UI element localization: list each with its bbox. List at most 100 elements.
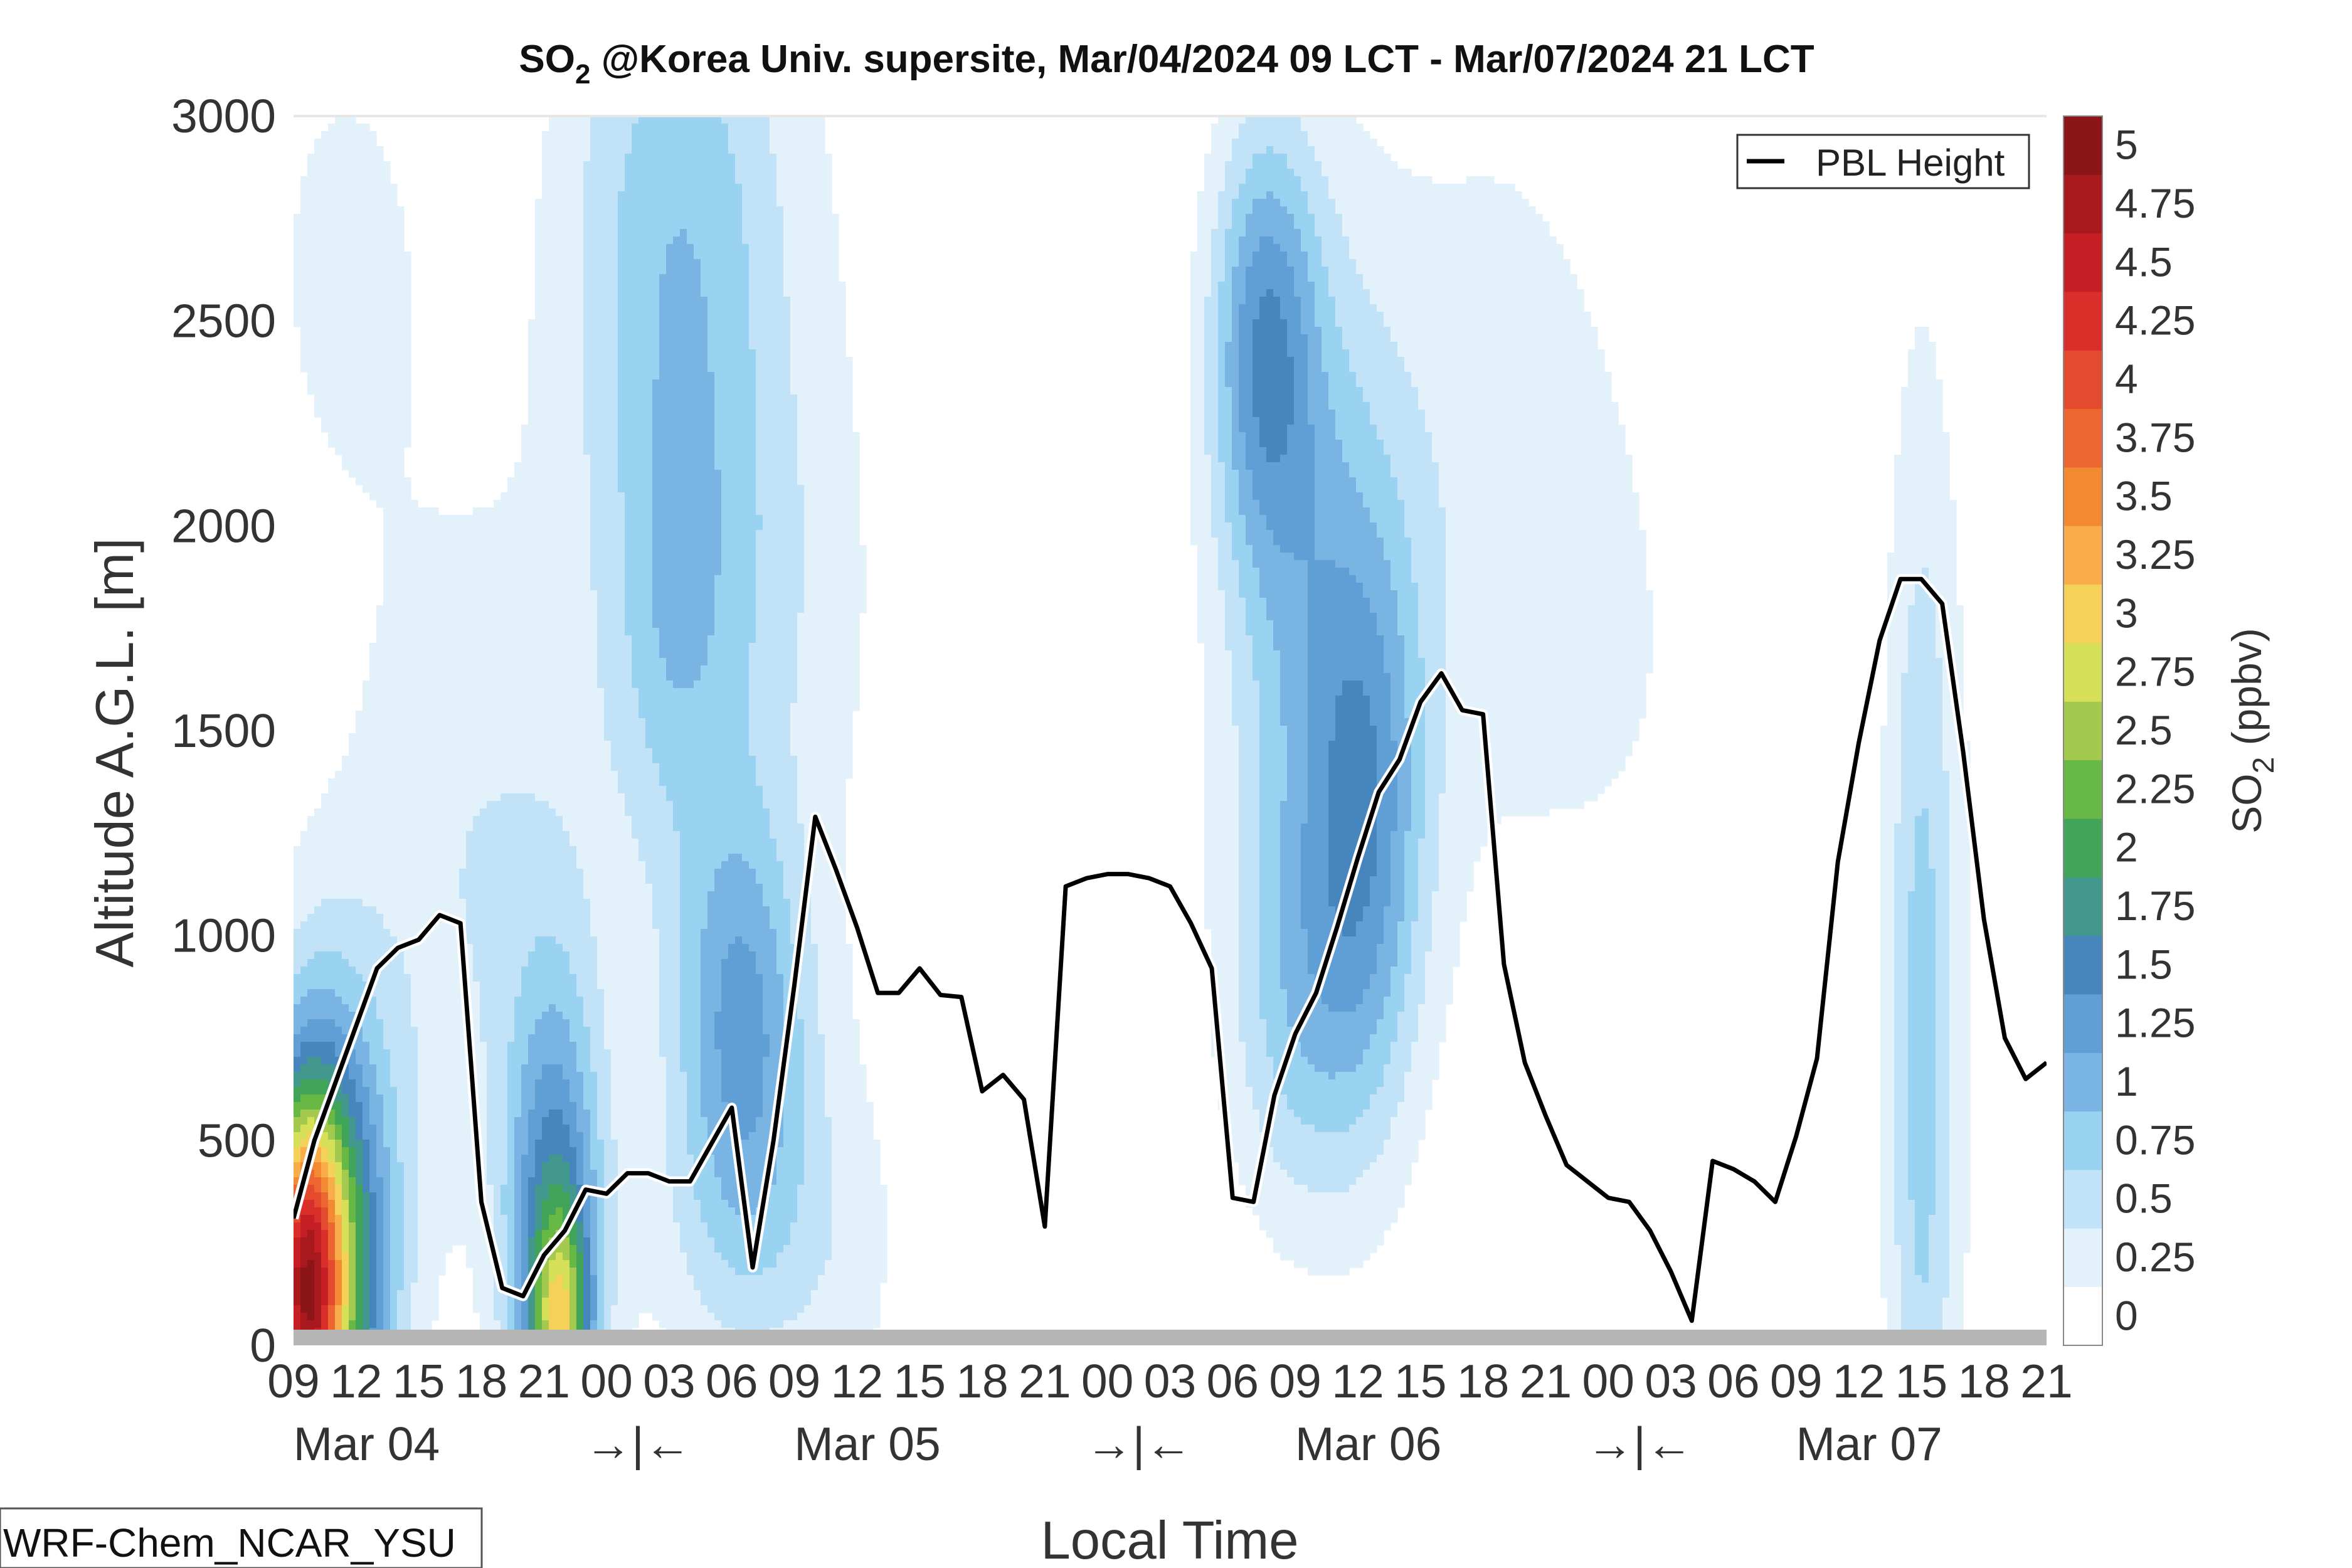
field-cell (728, 349, 736, 358)
field-cell (707, 379, 715, 388)
field-cell (652, 259, 660, 267)
field-cell (625, 364, 632, 373)
field-cell (1349, 124, 1357, 132)
field-cell (618, 214, 625, 222)
field-cell (797, 379, 805, 388)
field-cell (1501, 425, 1508, 433)
field-cell (597, 199, 605, 207)
field-cell (632, 395, 639, 403)
field-cell (1508, 199, 1515, 207)
field-cell (1535, 229, 1543, 237)
field-cell (721, 221, 729, 230)
field-cell (1190, 379, 1198, 388)
field-cell (1391, 364, 1398, 373)
field-cell (300, 349, 308, 358)
field-cell (1570, 432, 1577, 440)
field-cell (1570, 334, 1577, 342)
field-cell (652, 432, 660, 440)
field-cell (356, 259, 363, 267)
field-cell (314, 169, 322, 177)
field-cell (783, 236, 791, 245)
field-cell (1584, 327, 1591, 335)
field-cell (335, 206, 342, 215)
field-cell (659, 304, 667, 312)
field-cell (804, 199, 812, 207)
field-cell (818, 116, 825, 124)
field-cell (735, 432, 743, 440)
field-cell (763, 425, 770, 433)
field-cell (735, 425, 743, 433)
field-cell (1308, 372, 1315, 380)
field-cell (625, 274, 632, 282)
field-cell (1453, 372, 1460, 380)
field-cell (825, 440, 832, 448)
field-cell (335, 199, 342, 207)
field-cell (776, 357, 784, 365)
field-cell (1287, 169, 1295, 177)
field-cell (1246, 402, 1253, 410)
field-cell (1211, 229, 1219, 237)
field-cell (763, 191, 770, 199)
field-cell (1211, 124, 1219, 132)
field-cell (1370, 289, 1377, 297)
field-cell (569, 319, 577, 327)
field-cell (825, 184, 832, 192)
field-cell (763, 357, 770, 365)
field-cell (397, 379, 405, 388)
field-cell (673, 402, 681, 410)
field-cell (583, 297, 591, 305)
field-cell (1446, 417, 1453, 425)
field-cell (783, 124, 791, 132)
field-cell (1418, 387, 1426, 395)
field-cell (307, 191, 315, 199)
field-cell (756, 364, 763, 373)
field-cell (618, 191, 625, 199)
field-cell (1915, 327, 1922, 335)
field-cell (804, 184, 812, 192)
field-cell (1577, 349, 1584, 358)
field-cell (1563, 410, 1571, 418)
field-cell (1528, 267, 1536, 275)
field-cell (1328, 282, 1336, 290)
field-cell (314, 379, 322, 388)
field-cell (1501, 372, 1508, 380)
field-cell (1384, 252, 1391, 260)
field-cell (1466, 304, 1474, 312)
field-cell (1459, 191, 1467, 199)
field-cell (1480, 206, 1488, 215)
field-cell (638, 304, 646, 312)
field-cell (1508, 349, 1515, 358)
field-cell (349, 236, 356, 245)
field-cell (804, 289, 812, 297)
field-cell (1501, 402, 1508, 410)
field-cell (1480, 199, 1488, 207)
field-cell (307, 184, 315, 192)
field-cell (825, 229, 832, 237)
field-cell (1466, 402, 1474, 410)
field-cell (742, 297, 750, 305)
field-cell (721, 334, 729, 342)
field-cell (1453, 274, 1460, 282)
field-cell (1301, 297, 1308, 305)
field-cell (1363, 221, 1370, 230)
field-cell (1922, 379, 1929, 388)
field-cell (542, 244, 549, 252)
field-cell (556, 169, 563, 177)
field-cell (321, 206, 329, 215)
field-cell (776, 432, 784, 440)
field-cell (328, 131, 336, 139)
field-cell (1356, 417, 1364, 425)
field-cell (1377, 379, 1384, 388)
field-cell (1377, 334, 1384, 342)
field-cell (1315, 146, 1322, 154)
field-cell (618, 131, 625, 139)
field-cell (1377, 169, 1384, 177)
field-cell (673, 206, 681, 215)
field-cell (590, 131, 598, 139)
field-cell (397, 267, 405, 275)
field-cell (1211, 319, 1219, 327)
field-cell (721, 124, 729, 132)
field-cell (638, 214, 646, 222)
field-cell (1246, 221, 1253, 230)
field-cell (1377, 282, 1384, 290)
